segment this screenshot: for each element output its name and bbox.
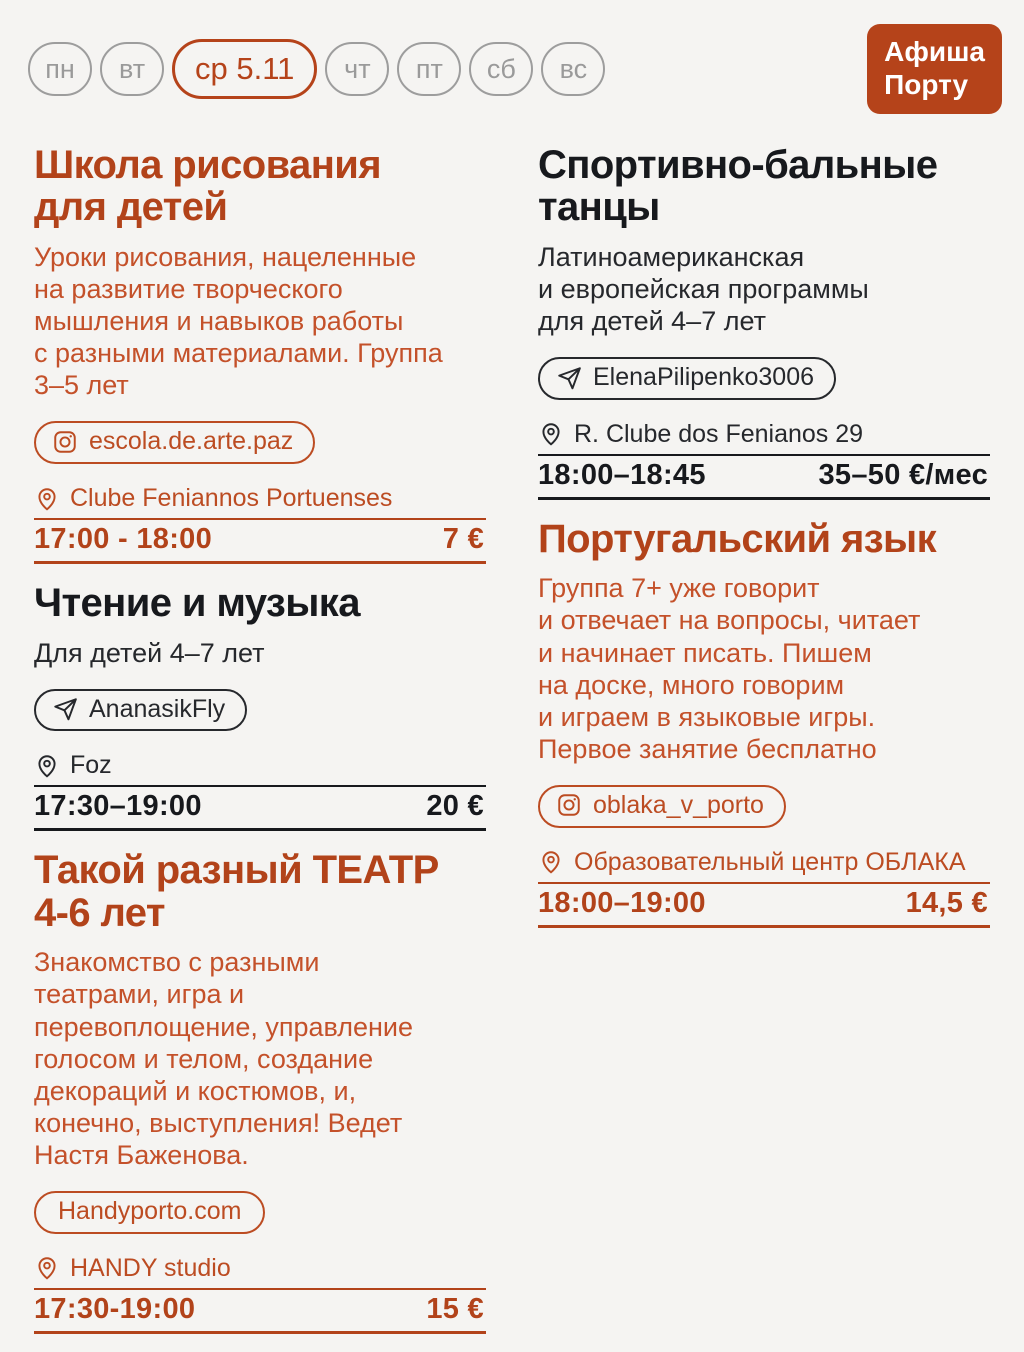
badge-label: ElenaPilipenko3006: [593, 363, 815, 392]
location-row: R. Clube dos Fenianos 29: [538, 420, 990, 449]
social-badge[interactable]: ElenaPilipenko3006: [538, 357, 837, 400]
location-row: HANDY studio: [34, 1254, 486, 1283]
badge-label: Handyporto.com: [58, 1197, 242, 1226]
day-tabs: пн вт ср 5.11 чт пт сб вс: [28, 39, 606, 100]
left-column: Школа рисования для детей Уроки рисовани…: [34, 144, 486, 1352]
event-card: Школа рисования для детей Уроки рисовани…: [34, 143, 486, 565]
schedule-row: 17:00 - 18:00 7 €: [34, 518, 486, 565]
time-label: 17:30–19:00: [34, 790, 202, 823]
social-badge[interactable]: AnanasikFly: [34, 688, 248, 732]
day-tab[interactable]: вт: [100, 42, 164, 97]
location-pin-icon: [34, 1255, 60, 1281]
location-label: HANDY studio: [70, 1253, 231, 1282]
price-label: 14,5 €: [905, 886, 988, 919]
time-label: 17:30-19:00: [34, 1292, 196, 1325]
day-tab-label: чт: [344, 53, 371, 84]
event-title: Спортивно-бальные танцы: [538, 143, 938, 230]
location-row: Clube Feniannos Portuenses: [34, 484, 486, 513]
time-label: 17:00 - 18:00: [34, 523, 213, 556]
day-tab-label: сб: [486, 53, 516, 84]
day-tab[interactable]: чт: [325, 42, 390, 97]
social-badge[interactable]: escola.de.arte.paz: [34, 421, 316, 465]
event-description: Группа 7+ уже говорит и отвечает на вопр…: [538, 573, 921, 764]
schedule-row: 18:00–18:45 35–50 €/мес: [538, 453, 990, 500]
location-row: Образовательный центр ОБЛАКА: [538, 848, 990, 877]
telegram-icon: [556, 365, 582, 391]
location-pin-icon: [538, 421, 564, 447]
event-card: Португальский язык Группа 7+ уже говорит…: [538, 518, 990, 928]
event-title: Такой разный ТЕАТР 4-6 лет: [34, 848, 439, 935]
location-label: Образовательный центр ОБЛАКА: [574, 847, 966, 876]
day-tab[interactable]: ср 5.11: [172, 39, 318, 100]
event-description: Уроки рисования, нацеленные на развитие …: [34, 241, 443, 401]
right-column: Спортивно-бальные танцы Латиноамериканск…: [538, 144, 990, 1352]
price-label: 35–50 €/мес: [818, 458, 988, 491]
event-description: Знакомство с разными театрами, игра и пе…: [34, 947, 414, 1171]
event-title: Чтение и музыка: [34, 581, 360, 626]
price-label: 15 €: [426, 1292, 484, 1325]
price-label: 7 €: [442, 523, 484, 556]
schedule-row: 17:30-19:00 15 €: [34, 1287, 486, 1334]
event-description: Латиноамериканская и европейская програм…: [538, 241, 869, 337]
social-badge[interactable]: oblaka_v_porto: [538, 785, 786, 828]
social-badge[interactable]: Handyporto.com: [34, 1191, 266, 1234]
badge-label: escola.de.arte.paz: [89, 427, 294, 456]
day-tab[interactable]: вс: [541, 42, 606, 97]
instagram-icon: [556, 792, 582, 818]
logo-line-1: Афиша: [884, 36, 985, 67]
event-title: Школа рисования для детей: [34, 143, 382, 230]
location-pin-icon: [538, 849, 564, 875]
logo-line-2: Порту: [884, 69, 969, 101]
time-label: 18:00–19:00: [538, 886, 706, 919]
badge-label: oblaka_v_porto: [593, 791, 764, 820]
location-pin-icon: [34, 486, 60, 512]
price-label: 20 €: [426, 790, 484, 823]
day-tab[interactable]: сб: [469, 42, 534, 97]
location-label: R. Clube dos Fenianos 29: [574, 419, 864, 448]
location-row: Foz: [34, 751, 486, 780]
event-card: Такой разный ТЕАТР 4-6 лет Знакомство с …: [34, 848, 486, 1334]
day-tab[interactable]: пт: [397, 42, 462, 97]
badge-label: AnanasikFly: [89, 694, 226, 723]
telegram-icon: [52, 696, 78, 722]
time-label: 18:00–18:45: [538, 458, 706, 491]
location-pin-icon: [34, 753, 60, 779]
day-tab-label: вс: [559, 53, 588, 84]
header: пн вт ср 5.11 чт пт сб вс Афиша Порту: [0, 0, 1024, 115]
schedule-row: 17:30–19:00 20 €: [34, 785, 486, 832]
schedule-row: 18:00–19:00 14,5 €: [538, 881, 990, 928]
day-tab-label: пт: [415, 53, 443, 84]
day-tab-label: ср 5.11: [195, 51, 295, 87]
location-label: Clube Feniannos Portuenses: [70, 484, 393, 513]
events-grid: Школа рисования для детей Уроки рисовани…: [0, 114, 1024, 1352]
event-description: Для детей 4–7 лет: [34, 637, 265, 668]
day-tab-label: вт: [118, 53, 146, 84]
instagram-icon: [52, 429, 78, 455]
day-tab-label: пн: [45, 53, 75, 84]
event-card: Чтение и музыка Для детей 4–7 лет Ananas…: [34, 581, 486, 832]
location-label: Foz: [70, 751, 112, 780]
day-tab[interactable]: пн: [28, 42, 92, 97]
event-card: Спортивно-бальные танцы Латиноамериканск…: [538, 144, 990, 500]
afisha-porto-logo: Афиша Порту: [867, 24, 1002, 115]
event-title: Португальский язык: [538, 516, 937, 561]
